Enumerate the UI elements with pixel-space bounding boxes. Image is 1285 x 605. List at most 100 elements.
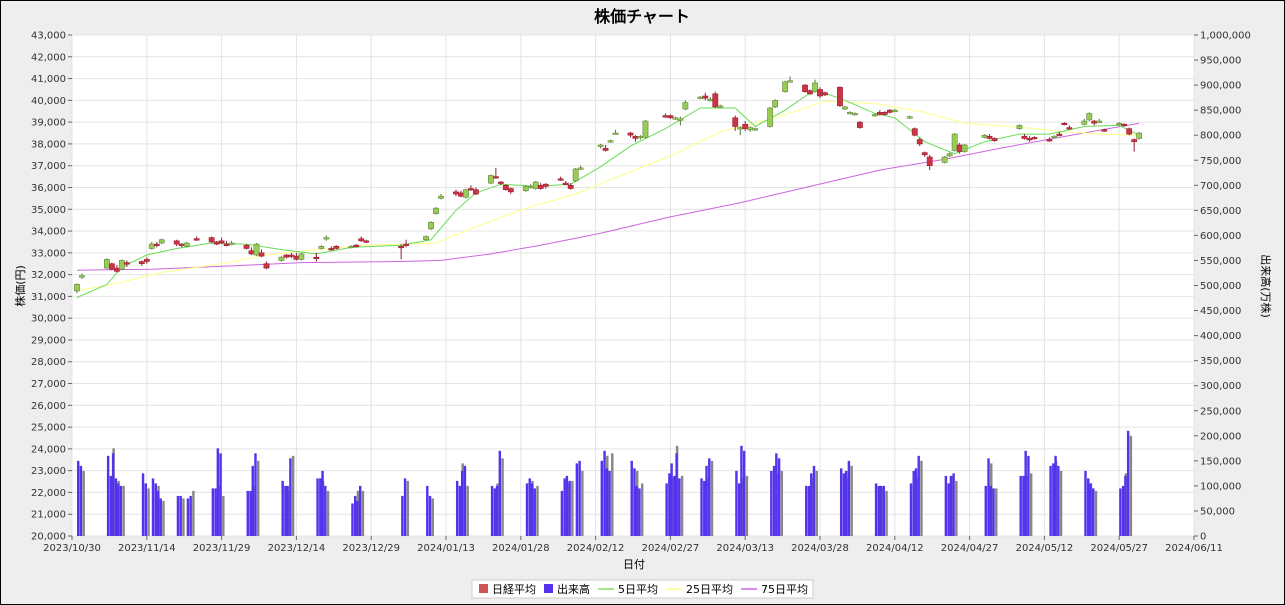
volume-bar <box>735 470 738 536</box>
candle-body <box>1031 137 1038 140</box>
volume-bar <box>154 483 157 536</box>
candle <box>1066 125 1073 130</box>
candle <box>557 176 564 181</box>
left-tick-label: 26,000 <box>31 401 66 412</box>
candle <box>542 183 549 189</box>
volume-bar <box>640 483 644 536</box>
candle-body <box>398 245 405 249</box>
candle <box>822 91 828 96</box>
volume-bar <box>426 485 429 536</box>
candle <box>602 145 609 152</box>
candle <box>852 112 858 116</box>
volume-bar <box>119 485 123 536</box>
right-tick-label: 100,000 <box>1200 481 1241 492</box>
candle-body <box>562 182 569 185</box>
right-tick-label: 250,000 <box>1200 406 1241 417</box>
volume-bar <box>111 453 115 536</box>
left-tick-label: 31,000 <box>31 292 66 303</box>
volume-bar <box>141 473 145 536</box>
candle-body <box>113 267 120 272</box>
candle <box>363 239 370 244</box>
volume-bar <box>810 473 813 536</box>
candle <box>842 105 848 111</box>
candle <box>812 79 818 93</box>
candle-body <box>577 167 584 170</box>
candle-body <box>293 255 300 260</box>
candle <box>891 109 898 113</box>
volume-bar <box>114 478 118 536</box>
chart-title: 株価チャート <box>594 7 690 26</box>
right-tick-label: 700,000 <box>1200 181 1241 192</box>
candle-body <box>363 240 370 243</box>
candle-body <box>1086 113 1093 121</box>
candle <box>183 241 190 248</box>
candle-body <box>193 238 200 241</box>
candle <box>856 121 863 129</box>
left-tick-label: 21,000 <box>31 510 66 521</box>
candle <box>143 257 150 264</box>
volume-bar <box>257 460 260 536</box>
legend-label: 25日平均 <box>686 583 733 596</box>
volume-bar <box>710 460 714 536</box>
right-tick-label: 850,000 <box>1200 106 1241 117</box>
volume-bar <box>675 453 678 536</box>
volume-bar <box>1087 478 1090 536</box>
volume-bar <box>608 470 611 536</box>
right-axis-ticks: 0 50,000 100,000 150,000 200,000 250,000 300,0… <box>1194 31 1251 543</box>
volume-bar <box>211 488 215 536</box>
volume-bar <box>578 460 581 536</box>
left-tick-label: 39,000 <box>31 118 66 129</box>
candle <box>537 183 544 190</box>
candle-body <box>787 80 793 83</box>
left-tick-label: 41,000 <box>31 74 66 85</box>
x-tick-label: 2024/03/13 <box>716 543 774 554</box>
volume-bar <box>189 495 192 536</box>
candle-body <box>532 181 539 189</box>
candle-body <box>74 284 80 292</box>
candle-body <box>208 237 215 243</box>
volume-bar <box>1059 470 1063 536</box>
grid <box>71 34 1195 537</box>
x-tick-label: 2023/12/29 <box>342 543 400 554</box>
right-tick-label: 350,000 <box>1200 356 1241 367</box>
x-tick-label: 2024/04/12 <box>866 543 924 554</box>
volume-bar <box>775 453 778 536</box>
candle <box>1056 131 1063 137</box>
volume-bar <box>219 453 222 536</box>
volume-bar <box>673 475 676 536</box>
legend-swatch <box>544 584 553 593</box>
candle-body <box>637 135 644 139</box>
volume-bar <box>844 470 848 536</box>
candle-body <box>886 109 893 113</box>
volume-bar <box>1121 485 1125 536</box>
candle-body <box>463 189 469 198</box>
candle-body <box>433 207 439 214</box>
candle <box>1086 112 1093 122</box>
candle-body <box>468 188 474 191</box>
candle-body <box>572 168 579 182</box>
x-tick-label: 2024/01/13 <box>417 543 475 554</box>
right-tick-label: 950,000 <box>1200 56 1241 67</box>
candle-body <box>871 114 878 117</box>
candle <box>253 243 260 257</box>
candle <box>1051 135 1058 139</box>
candle-body <box>288 254 295 257</box>
candle <box>438 194 444 200</box>
left-tick-label: 24,000 <box>31 444 66 455</box>
volume-bar <box>1049 465 1052 536</box>
candle <box>1121 123 1128 127</box>
volume-bar <box>458 485 462 536</box>
candle-body <box>642 120 649 138</box>
candle <box>1131 138 1138 152</box>
volume-bar <box>777 458 781 536</box>
candle <box>946 152 953 157</box>
volume-bar <box>944 475 948 536</box>
candle <box>138 260 145 266</box>
candle-body <box>423 236 429 241</box>
right-tick-label: 0 <box>1200 532 1206 543</box>
right-tick-label: 600,000 <box>1200 231 1241 242</box>
volume-bar <box>568 480 571 536</box>
candle <box>492 167 499 179</box>
volume-bar <box>909 483 913 536</box>
